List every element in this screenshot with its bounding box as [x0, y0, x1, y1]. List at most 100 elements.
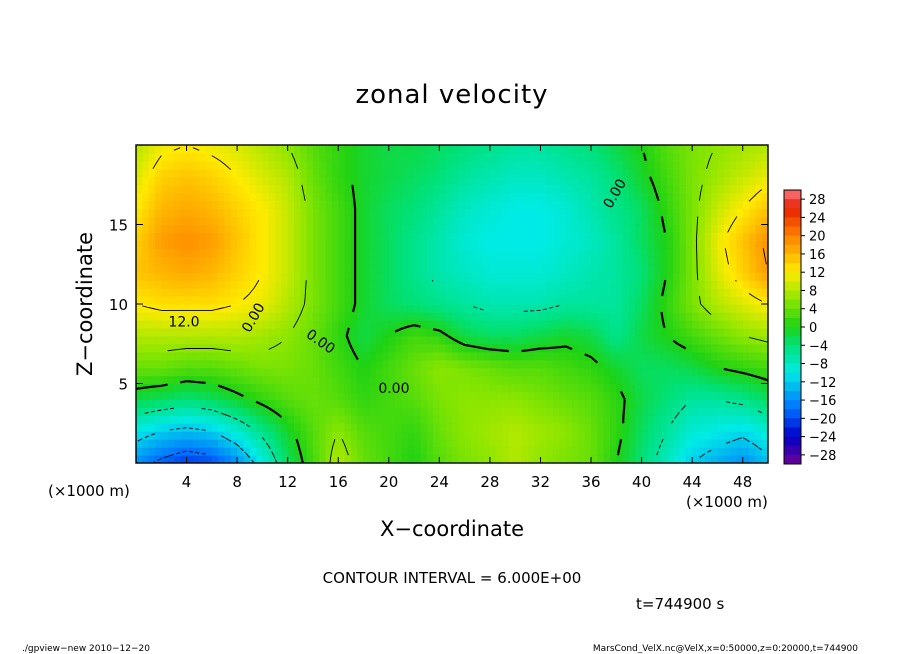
heat-cell: [243, 280, 251, 289]
heat-cell: [319, 288, 327, 297]
heat-cell: [527, 145, 535, 154]
heat-cell: [268, 232, 276, 241]
heat-cell: [433, 359, 440, 369]
heat-cell: [654, 399, 662, 408]
heat-cell: [230, 383, 238, 393]
heat-cell: [534, 216, 542, 226]
heat-cell: [256, 248, 263, 257]
heat-cell: [376, 176, 384, 186]
heat-cell: [401, 168, 409, 178]
heat-cell: [357, 407, 365, 416]
heat-cell: [136, 184, 143, 194]
heat-cell: [458, 168, 466, 178]
heat-cell: [483, 168, 491, 178]
heat-cell: [199, 311, 207, 321]
heat-cell: [344, 399, 352, 408]
heat-cell: [439, 335, 447, 345]
colorbar-segment: [784, 418, 801, 428]
heat-cell: [464, 224, 472, 234]
heat-cell: [540, 208, 548, 218]
heat-cell: [704, 383, 712, 393]
heat-cell: [742, 296, 750, 305]
heat-cell: [698, 208, 706, 218]
heat-cell: [154, 343, 162, 353]
heat-cell: [692, 343, 700, 353]
heat-cell: [319, 192, 327, 202]
heat-cell: [704, 208, 712, 218]
heat-cell: [382, 232, 390, 241]
heat-cell: [275, 256, 282, 265]
heat-cell: [591, 431, 598, 440]
heat-cell: [142, 431, 150, 440]
heat-cell: [294, 455, 301, 463]
heat-cell: [325, 200, 333, 210]
heat-cell: [256, 351, 263, 361]
heat-cell: [154, 375, 162, 385]
colorbar-segment: [784, 226, 801, 237]
heat-cell: [508, 327, 516, 337]
heat-cell: [161, 439, 169, 448]
heat-cell: [559, 319, 567, 329]
heat-cell: [736, 455, 744, 463]
heat-cell: [742, 208, 750, 218]
heat-cell: [161, 343, 169, 353]
heat-cell: [723, 423, 731, 432]
heat-cell: [173, 240, 181, 249]
heat-cell: [578, 407, 586, 416]
heat-cell: [306, 184, 314, 194]
heat-cell: [344, 407, 352, 416]
heat-cell: [205, 375, 213, 385]
heat-cell: [597, 145, 605, 154]
heat-cell: [376, 224, 384, 234]
heat-cell: [572, 431, 579, 440]
heat-cell: [154, 327, 162, 337]
heat-cell: [344, 168, 352, 178]
heat-cell: [489, 327, 497, 337]
heat-cell: [730, 319, 737, 329]
heat-cell: [628, 439, 636, 448]
heat-cell: [407, 367, 415, 377]
heat-cell: [395, 447, 403, 456]
heat-cell: [591, 439, 598, 448]
heat-cell: [616, 264, 624, 273]
heat-cell: [572, 256, 579, 265]
heat-cell: [584, 264, 592, 273]
heat-cell: [755, 240, 763, 249]
heat-cell: [647, 327, 655, 337]
heat-cell: [382, 367, 390, 377]
heat-cell: [161, 248, 169, 257]
heat-cell: [401, 407, 409, 416]
heat-cell: [470, 145, 478, 154]
heat-cell: [363, 296, 371, 305]
heat-cell: [256, 375, 263, 385]
heat-cell: [452, 351, 459, 361]
heat-cell: [610, 455, 617, 463]
heat-cell: [199, 351, 207, 361]
heat-cell: [723, 248, 731, 257]
heat-cell: [350, 455, 358, 463]
heat-cell: [192, 168, 200, 178]
heat-cell: [401, 343, 409, 353]
colorbar-segment: [784, 290, 801, 301]
heat-cell: [312, 192, 320, 202]
heat-cell: [148, 145, 156, 154]
heat-cell: [199, 447, 207, 456]
heat-cell: [243, 351, 251, 361]
heat-cell: [142, 343, 150, 353]
heat-cell: [717, 304, 725, 313]
heat-cell: [211, 304, 219, 313]
heat-cell: [338, 264, 346, 273]
heat-cell: [148, 264, 156, 273]
heat-cell: [685, 343, 693, 353]
heat-cell: [426, 415, 434, 424]
heat-cell: [749, 264, 756, 273]
heat-cell: [363, 415, 371, 424]
heat-cell: [477, 288, 485, 297]
heat-cell: [192, 176, 200, 186]
heat-cell: [331, 176, 339, 186]
heat-cell: [616, 248, 624, 257]
heat-cell: [199, 375, 207, 385]
heat-cell: [420, 335, 428, 345]
heat-cell: [167, 343, 175, 353]
heat-cell: [161, 415, 169, 424]
